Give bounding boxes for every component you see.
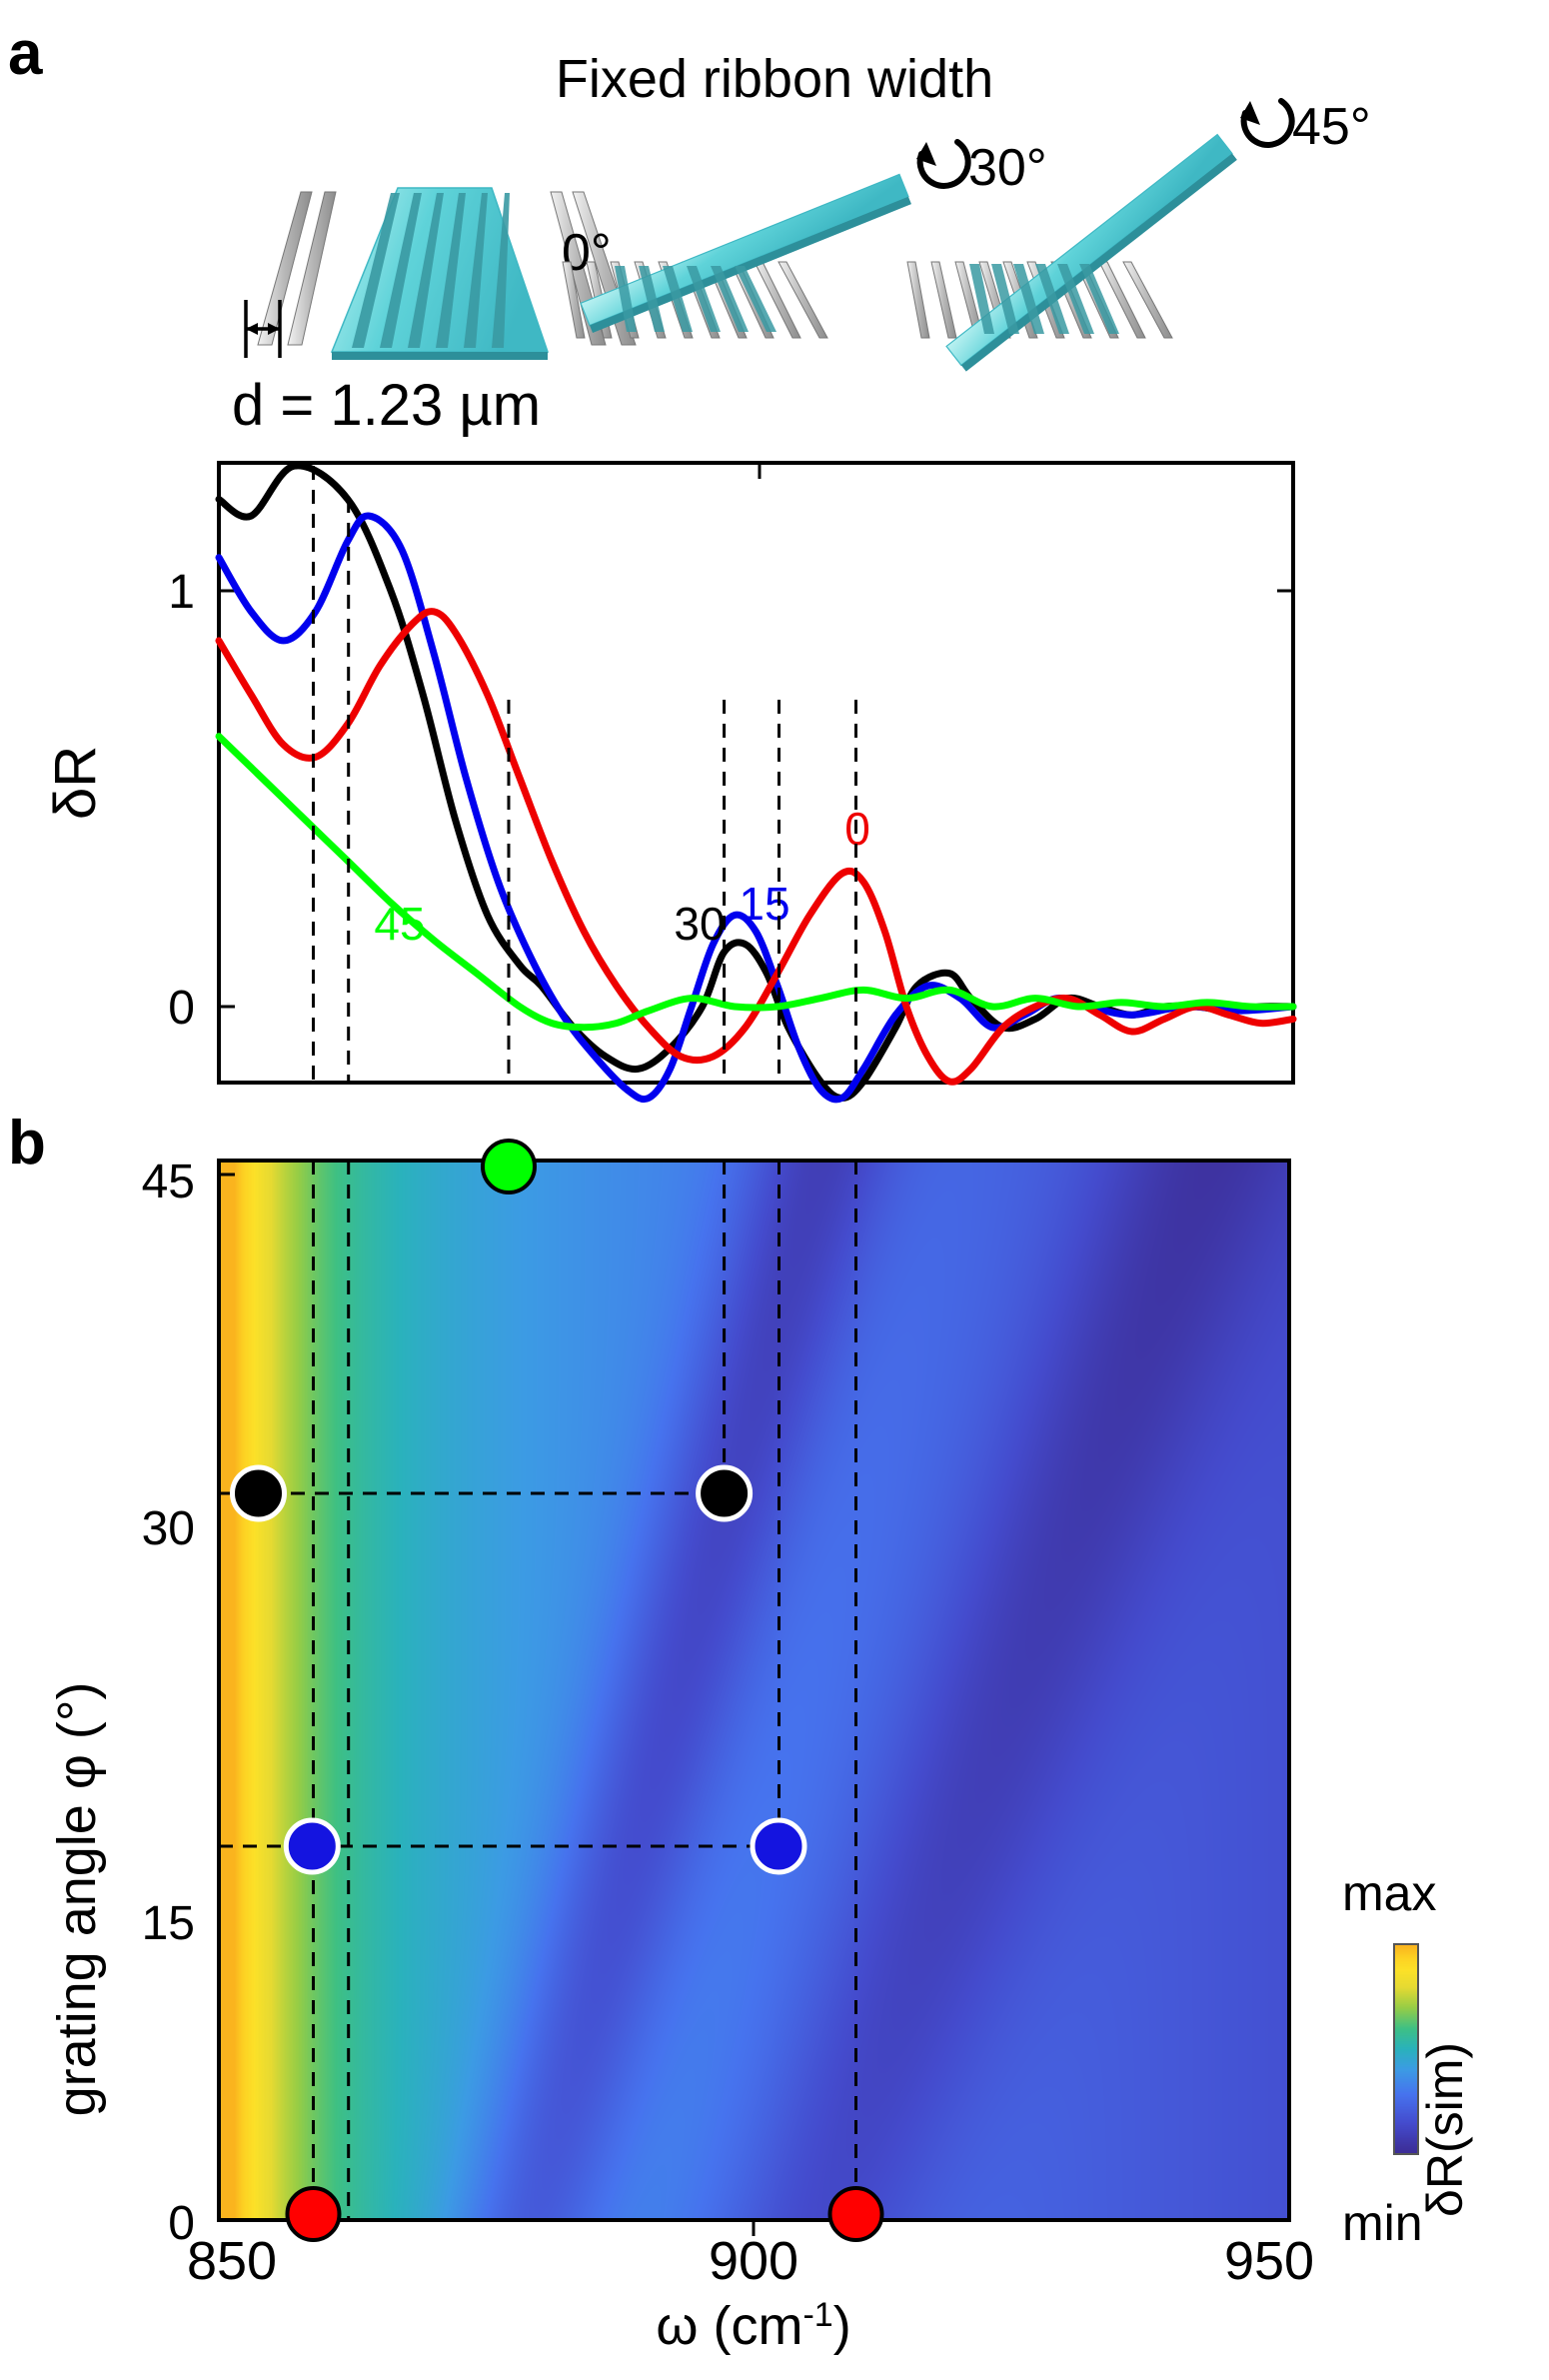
- svg-text:30: 30: [674, 898, 725, 950]
- svg-text:15: 15: [739, 878, 789, 930]
- svg-text:0: 0: [168, 982, 195, 1035]
- svg-text:45: 45: [374, 898, 425, 950]
- svg-text:1: 1: [168, 566, 195, 619]
- svg-text:δR: δR: [43, 746, 108, 820]
